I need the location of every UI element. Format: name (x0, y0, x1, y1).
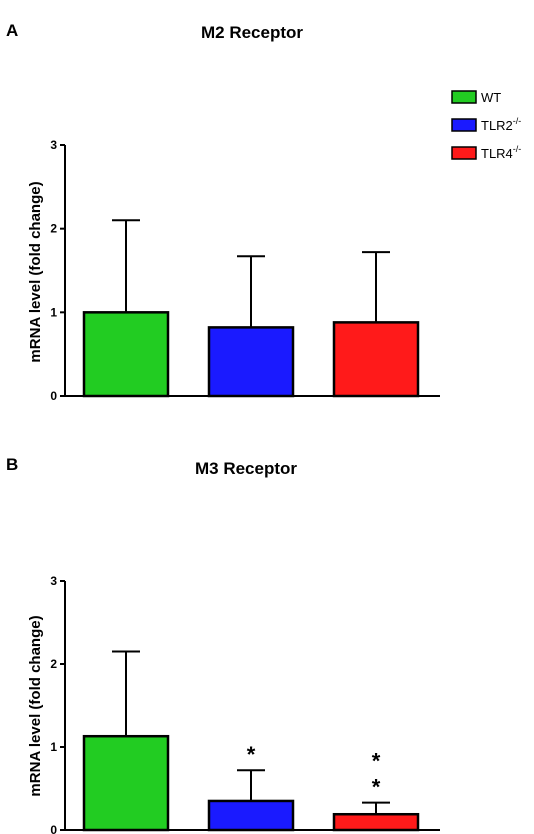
bar-tlr4 (334, 322, 418, 396)
y-tick-label: 0 (50, 389, 57, 403)
legend-item-tlr4: TLR4-/- (452, 144, 521, 161)
legend-label-tlr2: TLR2-/- (481, 116, 521, 133)
y-tick-label: 3 (50, 138, 57, 152)
y-tick-label: 3 (50, 574, 57, 588)
legend-swatch-wt (452, 91, 476, 103)
bar-wt (84, 736, 168, 830)
legend: WT TLR2-/- TLR4-/- (452, 90, 521, 161)
bar-tlr4 (334, 814, 418, 830)
bar-tlr2 (209, 327, 293, 396)
panel-letter-b: B (6, 455, 18, 474)
panel-title-b: M3 Receptor (195, 459, 297, 478)
y-tick-label: 2 (50, 222, 57, 236)
significance-star: * (372, 775, 381, 800)
legend-item-wt: WT (452, 90, 501, 105)
legend-label-tlr4: TLR4-/- (481, 144, 521, 161)
legend-swatch-tlr2 (452, 119, 476, 131)
legend-label-wt: WT (481, 90, 501, 105)
bar-wt (84, 312, 168, 396)
significance-star: * (247, 742, 256, 767)
y-tick-label: 1 (50, 740, 57, 754)
legend-swatch-tlr4 (452, 147, 476, 159)
significance-star: * (372, 749, 381, 774)
plot-area-a: 0 1 2 3 (50, 138, 440, 403)
panel-title-a: M2 Receptor (201, 23, 303, 42)
y-axis-label-a: mRNA level (fold change) (27, 181, 44, 362)
panel-letter-a: A (6, 21, 18, 40)
y-tick-label: 1 (50, 305, 57, 319)
legend-item-tlr2: TLR2-/- (452, 116, 521, 133)
y-axis-label-b: mRNA level (fold change) (27, 615, 44, 796)
y-tick-label: 2 (50, 657, 57, 671)
bar-tlr2 (209, 801, 293, 830)
y-tick-label: 0 (50, 823, 57, 834)
